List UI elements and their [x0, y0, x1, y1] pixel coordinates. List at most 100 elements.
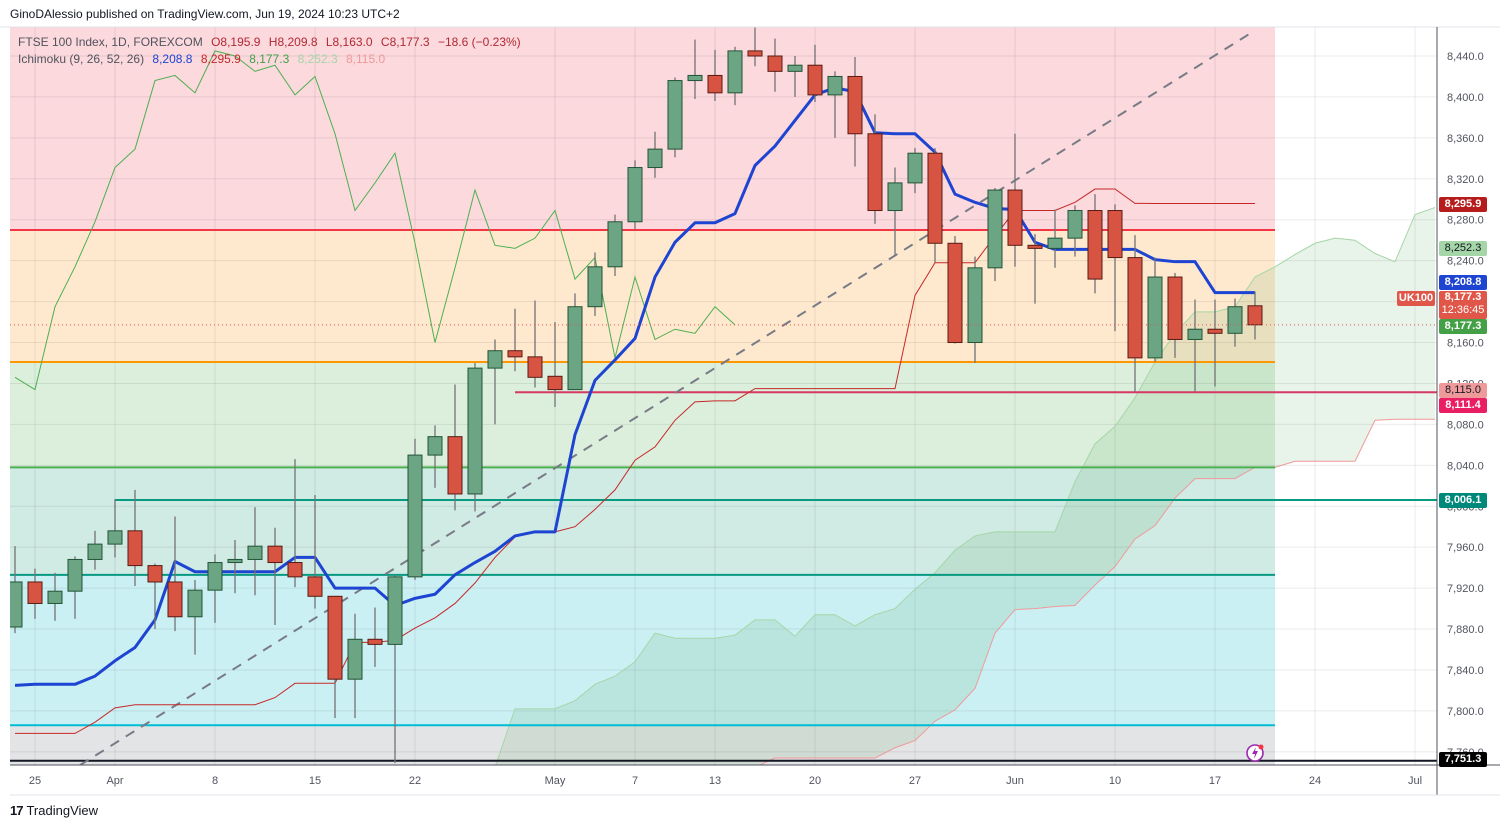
candle-down[interactable]: [867, 114, 883, 224]
time-tick-label: 20: [809, 775, 821, 787]
candle-body: [867, 133, 883, 212]
candle-down[interactable]: [367, 607, 383, 667]
plot-area[interactable]: [8, 15, 1437, 777]
alert-bolt-icon[interactable]: [1245, 743, 1265, 763]
candle-down[interactable]: [847, 57, 863, 167]
bar-countdown: 12:36:45: [1441, 304, 1485, 316]
candle-up[interactable]: [387, 574, 403, 764]
candle-up[interactable]: [247, 507, 263, 596]
candle-up[interactable]: [1227, 298, 1243, 347]
candle-down[interactable]: [447, 384, 463, 511]
candle-down[interactable]: [507, 308, 523, 372]
candle-down[interactable]: [1247, 291, 1263, 340]
candle-body: [967, 267, 983, 344]
candle-up[interactable]: [1047, 209, 1063, 268]
candle-up[interactable]: [887, 167, 903, 255]
candle-body: [547, 375, 563, 391]
candle-down[interactable]: [1207, 299, 1223, 387]
candle-down[interactable]: [947, 236, 963, 344]
candle-down[interactable]: [707, 49, 723, 102]
candle-down[interactable]: [807, 44, 823, 103]
candle-body: [487, 350, 503, 369]
candle-down[interactable]: [127, 489, 143, 587]
price-tick-label: 8,440.0: [1447, 51, 1484, 63]
span-a-price-label: 8,252.3: [1439, 241, 1487, 256]
trend-line[interactable]: [79, 29, 1256, 765]
candle-up[interactable]: [1067, 205, 1083, 257]
candle-up[interactable]: [227, 540, 243, 594]
candle-down[interactable]: [287, 459, 303, 588]
candle-down[interactable]: [1027, 234, 1043, 304]
candle-down[interactable]: [747, 27, 763, 67]
time-tick-label: 15: [309, 775, 321, 787]
candle-body: [1127, 257, 1143, 359]
candle-up[interactable]: [107, 499, 123, 558]
candle-down[interactable]: [27, 568, 43, 619]
open-value: O8,195.9: [211, 35, 261, 49]
tenkan-price-label: 8,208.8: [1439, 275, 1487, 290]
candle-up[interactable]: [347, 613, 363, 719]
chikou-value: 8,177.3: [249, 52, 290, 66]
candle-up[interactable]: [627, 160, 643, 229]
candle-up[interactable]: [587, 252, 603, 316]
price-tick-label: 7,960.0: [1447, 542, 1484, 554]
candle-down[interactable]: [1167, 272, 1183, 358]
candle-down[interactable]: [927, 148, 943, 263]
candle-down[interactable]: [1087, 194, 1103, 294]
candle-body: [927, 152, 943, 244]
candle-body: [407, 454, 423, 578]
candle-up[interactable]: [467, 362, 483, 512]
footer-brand[interactable]: 17 TradingView: [10, 803, 98, 818]
candle-up[interactable]: [1187, 299, 1203, 392]
candle-up[interactable]: [827, 71, 843, 138]
candle-down[interactable]: [167, 516, 183, 632]
candle-up[interactable]: [1147, 257, 1163, 362]
candle-up[interactable]: [567, 293, 583, 391]
candle-up[interactable]: [187, 579, 203, 655]
candle-up[interactable]: [667, 77, 683, 158]
time-tick-label: 24: [1309, 775, 1321, 787]
candle-down[interactable]: [527, 300, 543, 388]
candle-up[interactable]: [687, 39, 703, 99]
candle-up[interactable]: [487, 339, 503, 425]
candle-body: [427, 436, 443, 456]
candle-up[interactable]: [727, 46, 743, 106]
candle-down[interactable]: [547, 322, 563, 407]
candle-down[interactable]: [327, 595, 343, 719]
time-tick-label: 27: [909, 775, 921, 787]
candle-up[interactable]: [207, 554, 223, 623]
tradingview-logo-icon: 17: [10, 803, 24, 818]
candle-up[interactable]: [67, 556, 83, 619]
candle-body: [1087, 210, 1103, 280]
candle-down[interactable]: [1107, 204, 1123, 332]
candle-up[interactable]: [87, 530, 103, 570]
indicator-name[interactable]: Ichimoku (9, 26, 52, 26): [18, 52, 145, 66]
candle-down[interactable]: [307, 494, 323, 609]
candle-down[interactable]: [147, 563, 163, 630]
candle-down[interactable]: [267, 527, 283, 625]
candle-body: [627, 167, 643, 223]
last-price: 8,177.3: [1444, 291, 1482, 303]
candle-body: [1187, 328, 1203, 340]
candle-up[interactable]: [607, 214, 623, 277]
change-value: −18.6 (−0.23%): [437, 35, 521, 49]
candle-down[interactable]: [1127, 235, 1143, 392]
candle-up[interactable]: [427, 425, 443, 488]
candle-up[interactable]: [787, 56, 803, 97]
axes: 8,440.0 8,400.0 8,360.0 8,320.0 8,280.0 8,240…: [0, 26, 1500, 796]
candle-down[interactable]: [1007, 133, 1023, 267]
candle-up[interactable]: [407, 438, 423, 580]
candle-up[interactable]: [8, 546, 23, 634]
candle-up[interactable]: [47, 572, 63, 621]
candle-down[interactable]: [767, 38, 783, 92]
symbol-name[interactable]: FTSE 100 Index, 1D, FOREXCOM: [18, 35, 203, 49]
candle-body: [1227, 306, 1243, 334]
time-tick-label: 17: [1209, 775, 1221, 787]
candle-up[interactable]: [647, 131, 663, 178]
time-tick-label: 25: [29, 775, 41, 787]
candle-up[interactable]: [907, 148, 923, 194]
candle-up[interactable]: [987, 188, 1003, 282]
indicator-legend: Ichimoku (9, 26, 52, 26) 8,208.8 8,295.9…: [18, 52, 390, 66]
candle-up[interactable]: [967, 256, 983, 363]
